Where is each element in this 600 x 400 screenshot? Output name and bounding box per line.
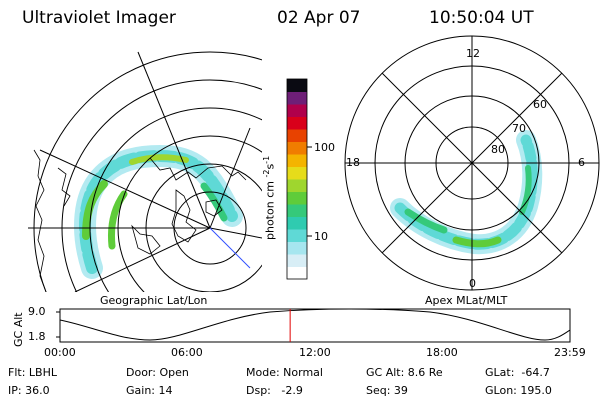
filter-info: Flt: LBHL — [8, 366, 57, 379]
date-label: 02 Apr 07 — [277, 8, 361, 28]
colorbar-cell — [287, 129, 307, 142]
mlat-circles — [344, 35, 600, 291]
coastlines — [33, 149, 247, 292]
mlt-label-6: 6 — [578, 156, 585, 169]
time-label: 10:50:04 UT — [429, 8, 534, 28]
colorbar-cell — [287, 166, 307, 180]
glon-info: GLon: 195.0 — [485, 384, 552, 397]
altitude-ytick-low: 1.8 — [28, 330, 46, 343]
apex-polar-plot — [344, 35, 600, 291]
colorbar-cell — [287, 141, 307, 155]
colorbar-cell — [287, 104, 307, 117]
colorbar-tick-100: 100 — [314, 141, 335, 154]
colorbar-cell — [287, 154, 307, 167]
colorbar-cell — [287, 254, 307, 267]
mlt-label-12: 12 — [466, 47, 480, 60]
colorbar-cell — [287, 179, 307, 192]
altitude-xtick: 00:00 — [44, 346, 76, 359]
altitude-plot — [56, 308, 571, 343]
aurora-emission-apex — [390, 130, 543, 255]
aurora-emission-geographic — [74, 144, 243, 279]
dsp-info: Dsp: -2.9 — [246, 384, 303, 397]
altitude-ylabel: GC Alt — [12, 312, 25, 347]
mlat-label-70: 70 — [512, 122, 526, 135]
mlat-label-60: 60 — [533, 98, 547, 111]
mode-info: Mode: Normal — [246, 366, 323, 379]
colorbar-cell — [287, 216, 307, 230]
altitude-ytick-high: 9.0 — [28, 305, 46, 318]
colorbar-cell — [287, 79, 307, 92]
meridian-lines — [28, 51, 262, 292]
instrument-title: Ultraviolet Imager — [22, 8, 176, 28]
colorbar-cell — [287, 116, 307, 130]
mlat-label-80: 80 — [491, 143, 505, 156]
altitude-xtick: 12:00 — [299, 346, 331, 359]
gc-alt-info: GC Alt: 8.6 Re — [366, 366, 443, 379]
colorbar-cell — [287, 229, 307, 242]
ip-info: IP: 36.0 — [8, 384, 50, 397]
left-panel-caption: Geographic Lat/Lon — [100, 294, 208, 307]
glat-info: GLat: -64.7 — [485, 366, 550, 379]
altitude-xtick: 18:00 — [426, 346, 458, 359]
mlt-label-18: 18 — [346, 156, 360, 169]
colorbar-tick-10: 10 — [314, 230, 328, 243]
altitude-xtick: 23:59 — [554, 346, 586, 359]
altitude-xtick: 06:00 — [171, 346, 203, 359]
colorbar-unit-label: photon cm -2s-1 — [262, 155, 277, 240]
colorbar-cell — [287, 266, 307, 280]
sun-direction-line — [209, 227, 251, 269]
right-panel-caption: Apex MLat/MLT — [425, 294, 508, 307]
colorbar-cell — [287, 191, 307, 205]
colorbar — [286, 78, 312, 280]
mlt-grid-lines — [345, 36, 599, 290]
colorbar-cell — [287, 91, 307, 105]
door-info: Door: Open — [126, 366, 189, 379]
geographic-map — [28, 51, 262, 292]
colorbar-cell — [287, 241, 307, 255]
gain-info: Gain: 14 — [126, 384, 173, 397]
colorbar-cell — [287, 204, 307, 217]
seq-info: Seq: 39 — [366, 384, 408, 397]
mlt-label-0: 0 — [469, 277, 476, 290]
